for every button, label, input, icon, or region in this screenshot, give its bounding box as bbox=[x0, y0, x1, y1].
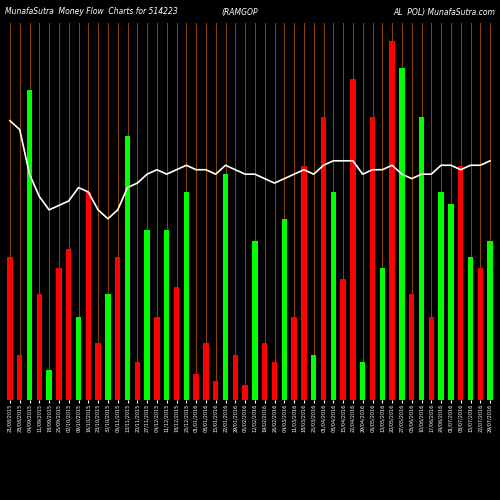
Bar bbox=[144, 230, 150, 400]
Bar bbox=[390, 42, 395, 400]
Bar bbox=[56, 268, 62, 400]
Bar bbox=[194, 374, 199, 400]
Bar bbox=[66, 249, 71, 400]
Bar bbox=[105, 294, 110, 400]
Bar bbox=[488, 242, 493, 400]
Bar bbox=[184, 192, 189, 400]
Bar bbox=[86, 192, 91, 400]
Bar bbox=[478, 268, 483, 400]
Bar bbox=[321, 117, 326, 400]
Bar bbox=[242, 385, 248, 400]
Text: AL  POL) MunafaSutra.com: AL POL) MunafaSutra.com bbox=[393, 8, 495, 16]
Bar bbox=[380, 268, 385, 400]
Bar bbox=[27, 90, 32, 400]
Bar bbox=[262, 344, 268, 400]
Bar bbox=[428, 317, 434, 400]
Bar bbox=[360, 362, 366, 400]
Bar bbox=[448, 204, 454, 400]
Bar bbox=[438, 192, 444, 400]
Bar bbox=[7, 256, 12, 400]
Bar bbox=[409, 294, 414, 400]
Bar bbox=[311, 354, 316, 400]
Bar bbox=[340, 279, 346, 400]
Bar bbox=[292, 317, 297, 400]
Bar bbox=[232, 354, 238, 400]
Bar bbox=[213, 381, 218, 400]
Bar bbox=[17, 354, 22, 400]
Bar bbox=[164, 230, 170, 400]
Bar bbox=[458, 166, 464, 400]
Bar bbox=[419, 117, 424, 400]
Bar bbox=[399, 68, 404, 400]
Text: MunafaSutra  Money Flow  Charts for 514223: MunafaSutra Money Flow Charts for 514223 bbox=[5, 8, 178, 16]
Bar bbox=[350, 79, 356, 400]
Bar bbox=[370, 117, 375, 400]
Bar bbox=[134, 362, 140, 400]
Bar bbox=[46, 370, 52, 400]
Bar bbox=[125, 136, 130, 400]
Bar bbox=[282, 219, 287, 400]
Bar bbox=[468, 256, 473, 400]
Bar bbox=[330, 192, 336, 400]
Bar bbox=[301, 166, 306, 400]
Bar bbox=[252, 242, 258, 400]
Text: (RAMGOP: (RAMGOP bbox=[222, 8, 258, 16]
Bar bbox=[36, 294, 42, 400]
Bar bbox=[115, 256, 120, 400]
Bar bbox=[76, 317, 81, 400]
Bar bbox=[154, 317, 160, 400]
Bar bbox=[96, 344, 101, 400]
Bar bbox=[203, 344, 208, 400]
Bar bbox=[272, 362, 277, 400]
Bar bbox=[223, 174, 228, 400]
Bar bbox=[174, 286, 179, 400]
